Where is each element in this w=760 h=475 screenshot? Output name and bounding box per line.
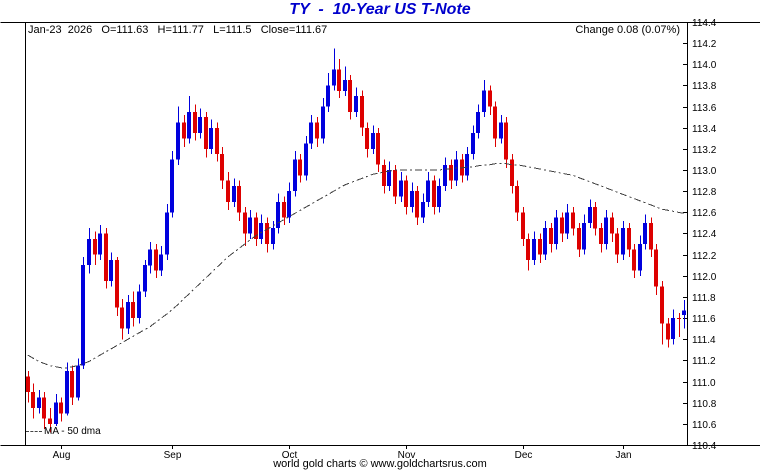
ohlc-readout: Jan-23 2026 O=111.63 H=111.77 L=111.5 Cl… (28, 24, 328, 36)
svg-text:112.4: 112.4 (692, 229, 717, 240)
svg-text:110.8: 110.8 (692, 399, 717, 410)
svg-text:113.0: 113.0 (692, 166, 717, 177)
credit-text: world gold charts © www.goldchartsrus.co… (273, 458, 487, 470)
svg-text:Jan: Jan (615, 450, 631, 461)
svg-text:112.0: 112.0 (692, 272, 717, 283)
svg-text:114.2: 114.2 (692, 39, 717, 50)
svg-text:111.8: 111.8 (692, 293, 716, 304)
svg-text:Dec: Dec (515, 450, 533, 461)
svg-text:112.6: 112.6 (692, 208, 717, 219)
svg-text:114.0: 114.0 (692, 60, 717, 71)
svg-text:Sep: Sep (164, 450, 182, 461)
svg-text:111.0: 111.0 (692, 378, 716, 389)
svg-text:113.2: 113.2 (692, 145, 717, 156)
svg-text:113.6: 113.6 (692, 103, 717, 114)
svg-text:114.4: 114.4 (692, 18, 717, 29)
change-readout: Change 0.08 (0.07%) (575, 24, 680, 36)
svg-text:Nov: Nov (398, 450, 416, 461)
svg-text:111.4: 111.4 (692, 335, 716, 346)
svg-text:113.8: 113.8 (692, 81, 717, 92)
svg-text:Oct: Oct (282, 450, 298, 461)
svg-text:111.2: 111.2 (692, 356, 716, 367)
svg-text:110.4: 110.4 (692, 441, 717, 452)
chart-title: TY - 10-Year US T-Note (289, 1, 471, 18)
ma-legend-label: MA - 50 dma (44, 426, 101, 437)
svg-text:110.6: 110.6 (692, 420, 717, 431)
svg-text:112.8: 112.8 (692, 187, 717, 198)
ma-dash-icon (26, 431, 42, 432)
svg-text:Aug: Aug (53, 450, 71, 461)
svg-text:112.2: 112.2 (692, 251, 717, 262)
svg-text:113.4: 113.4 (692, 124, 717, 135)
svg-text:111.6: 111.6 (692, 314, 716, 325)
